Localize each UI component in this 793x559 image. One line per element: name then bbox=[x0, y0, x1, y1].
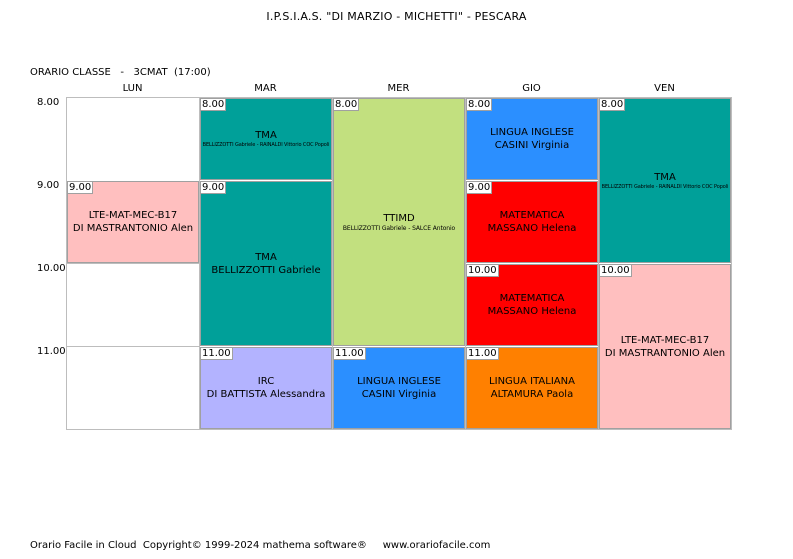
lesson-subject: LINGUA ITALIANA bbox=[489, 376, 575, 387]
lesson-mar-8-tma[interactable]: 8.00 TMA BELLIZZOTTI Gabriele - RAINALDI… bbox=[200, 98, 332, 180]
lesson-time: 9.00 bbox=[466, 181, 493, 194]
lesson-time: 8.00 bbox=[599, 98, 626, 111]
lesson-time: 9.00 bbox=[200, 181, 227, 194]
lesson-subject: MATEMATICA bbox=[499, 210, 565, 221]
lesson-teacher: MASSANO Helena bbox=[487, 223, 577, 234]
lesson-time: 9.00 bbox=[67, 181, 94, 194]
lesson-time: 10.00 bbox=[599, 264, 632, 277]
lesson-subject: TTIMD bbox=[383, 213, 415, 224]
lesson-ven-8-tma[interactable]: 8.00 TMA BELLIZZOTTI Gabriele - RAINALDI… bbox=[599, 98, 731, 263]
lesson-ven-10-lte[interactable]: 10.00 LTE-MAT-MEC-B17 DI MASTRANTONIO Al… bbox=[599, 264, 731, 429]
lesson-gio-10-matematica[interactable]: 10.00 MATEMATICA MASSANO Helena bbox=[466, 264, 598, 346]
lesson-subject: TMA bbox=[255, 251, 277, 263]
lesson-mar-9-tma[interactable]: 9.00 TMA BELLIZZOTTI Gabriele bbox=[200, 181, 332, 346]
lesson-time: 11.00 bbox=[466, 347, 499, 360]
lesson-lun-9-lte[interactable]: 9.00 LTE-MAT-MEC-B17 DI MASTRANTONIO Ale… bbox=[67, 181, 199, 263]
lesson-time: 10.00 bbox=[466, 264, 499, 277]
class-title: ORARIO CLASSE - 3CMAT (17:00) bbox=[30, 67, 211, 78]
lesson-teacher: BELLIZZOTTI Gabriele bbox=[211, 264, 321, 276]
grid-line bbox=[66, 263, 199, 264]
lesson-gio-9-matematica[interactable]: 9.00 MATEMATICA MASSANO Helena bbox=[466, 181, 598, 263]
grid-line bbox=[465, 97, 466, 430]
lesson-time: 8.00 bbox=[200, 98, 227, 111]
lesson-time: 8.00 bbox=[466, 98, 493, 111]
time-label-11: 11.00 bbox=[37, 346, 66, 357]
footer-copyright: Orario Facile in Cloud Copyright© 1999-2… bbox=[30, 540, 491, 551]
lesson-time: 11.00 bbox=[200, 347, 233, 360]
lesson-subject: IRC bbox=[257, 376, 275, 387]
lesson-mer-8-ttimd[interactable]: 8.00 TTIMD BELLIZZOTTI Gabriele - SALCE … bbox=[333, 98, 465, 346]
lesson-teacher: DI MASTRANTONIO Alen bbox=[604, 347, 726, 359]
lesson-teacher: CASINI Virginia bbox=[361, 389, 437, 400]
lesson-mar-11-irc[interactable]: 11.00 IRC DI BATTISTA Alessandra bbox=[200, 347, 332, 429]
lesson-subject: LINGUA INGLESE bbox=[357, 376, 441, 387]
lesson-teacher: ALTAMURA Paola bbox=[490, 389, 574, 400]
time-label-8: 8.00 bbox=[37, 97, 60, 108]
lesson-subject: TMA bbox=[255, 130, 277, 141]
time-label-9: 9.00 bbox=[37, 180, 60, 191]
time-label-10: 10.00 bbox=[37, 263, 66, 274]
lesson-mer-11-inglese[interactable]: 11.00 LINGUA INGLESE CASINI Virginia bbox=[333, 347, 465, 429]
lesson-subject: LTE-MAT-MEC-B17 bbox=[88, 210, 178, 221]
grid-line bbox=[66, 346, 199, 347]
lesson-gio-11-italiana[interactable]: 11.00 LINGUA ITALIANA ALTAMURA Paola bbox=[466, 347, 598, 429]
lesson-time: 8.00 bbox=[333, 98, 360, 111]
lesson-teacher: BELLIZZOTTI Gabriele - RAINALDI Vittorio… bbox=[601, 183, 729, 190]
grid-line bbox=[598, 97, 599, 430]
lesson-teacher: DI BATTISTA Alessandra bbox=[206, 389, 326, 400]
lesson-teacher: CASINI Virginia bbox=[494, 140, 570, 151]
lesson-teacher: BELLIZZOTTI Gabriele - RAINALDI Vittorio… bbox=[202, 142, 330, 148]
lesson-teacher: MASSANO Helena bbox=[487, 306, 577, 317]
lesson-gio-8-inglese[interactable]: 8.00 LINGUA INGLESE CASINI Virginia bbox=[466, 98, 598, 180]
day-header-mar: MAR bbox=[254, 83, 277, 94]
lesson-subject: TMA bbox=[654, 171, 676, 183]
grid-line bbox=[199, 97, 200, 430]
lesson-subject: LTE-MAT-MEC-B17 bbox=[620, 334, 710, 346]
day-header-ven: VEN bbox=[654, 83, 675, 94]
lesson-subject: MATEMATICA bbox=[499, 293, 565, 304]
day-header-mer: MER bbox=[387, 83, 410, 94]
grid-line bbox=[332, 97, 333, 430]
lesson-time: 11.00 bbox=[333, 347, 366, 360]
lesson-teacher: DI MASTRANTONIO Alen bbox=[72, 223, 194, 234]
school-title: I.P.S.I.A.S. "DI MARZIO - MICHETTI" - PE… bbox=[266, 10, 527, 23]
day-header-lun: LUN bbox=[122, 83, 143, 94]
lesson-teacher: BELLIZZOTTI Gabriele - SALCE Antonio bbox=[342, 225, 456, 232]
lesson-subject: LINGUA INGLESE bbox=[490, 127, 574, 138]
day-header-gio: GIO bbox=[522, 83, 541, 94]
